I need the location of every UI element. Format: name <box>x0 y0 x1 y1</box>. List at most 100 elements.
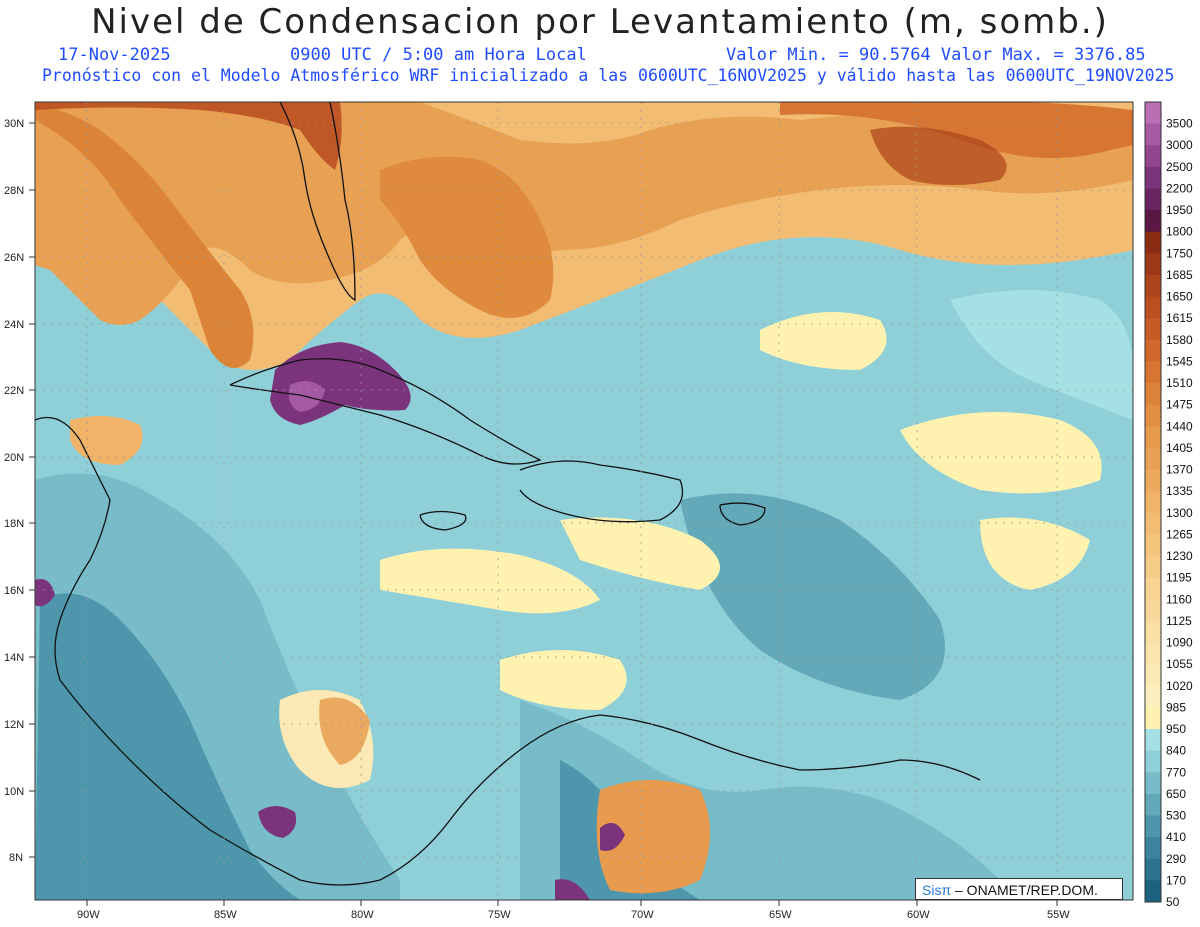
lon-label: 70W <box>631 909 654 921</box>
hot-region <box>35 102 1133 325</box>
east-carib-low <box>680 493 945 700</box>
legend-level-label: 410 <box>1166 830 1186 844</box>
lat-label: 24N <box>4 319 24 331</box>
legend-swatch <box>1145 793 1161 817</box>
forecast-date: 17-Nov-2025 <box>58 45 171 65</box>
legend-level-label: 3000 <box>1166 138 1193 152</box>
legend-swatch <box>1145 318 1161 341</box>
lat-label: 8N <box>9 852 23 864</box>
legend-level-label: 530 <box>1166 809 1186 823</box>
legend-level-label: 1650 <box>1166 290 1193 304</box>
legend-swatch <box>1145 534 1161 557</box>
legend-level-label: 1800 <box>1166 225 1193 239</box>
legend-swatch <box>1145 858 1161 881</box>
legend-level-label: 50 <box>1166 895 1180 909</box>
legend-swatch <box>1145 664 1161 687</box>
legend-swatch <box>1145 491 1161 514</box>
legend-swatch <box>1145 361 1161 384</box>
legend-swatch <box>1145 729 1161 752</box>
legend-swatch <box>1145 815 1161 838</box>
carib-band-1 <box>380 548 600 614</box>
ne-plume <box>780 102 1133 158</box>
legend-swatch <box>1145 685 1161 708</box>
legend-level-label: 1335 <box>1166 484 1193 498</box>
ne-peak <box>870 126 1007 185</box>
lat-label: 12N <box>4 719 24 731</box>
legend-level-label: 1125 <box>1166 614 1192 628</box>
legend-swatch <box>1145 102 1161 125</box>
legend-swatch <box>1145 426 1161 449</box>
coastlines <box>35 102 981 886</box>
legend-level-label: 1195 <box>1166 571 1192 585</box>
legend-level-label: 1370 <box>1166 463 1193 477</box>
legend-swatch <box>1145 512 1161 535</box>
lat-label: 28N <box>4 185 24 197</box>
hispaniola-coast <box>519 460 684 523</box>
legend-swatch <box>1145 620 1161 644</box>
map-frame <box>34 101 1134 901</box>
legend-level-label: 1055 <box>1166 657 1193 671</box>
credit-text: – ONAMET/REP.DOM. <box>951 882 1098 898</box>
legend-swatch <box>1145 599 1161 622</box>
forecast-description: Pronóstico con el Modelo Atmosférico WRF… <box>42 66 1175 85</box>
mainland-coast <box>35 416 981 886</box>
lat-label: 20N <box>4 452 24 464</box>
legend-level-label: 1615 <box>1166 311 1193 325</box>
legend-level-label: 1750 <box>1166 246 1193 260</box>
legend-level-label: 1475 <box>1166 398 1193 412</box>
lon-label: 85W <box>214 909 237 921</box>
legend-swatch <box>1145 880 1161 903</box>
lat-label: 26N <box>4 252 24 264</box>
central-america-lower <box>35 593 300 900</box>
lat-label: 16N <box>4 585 24 597</box>
legend-swatch <box>1145 188 1161 211</box>
cuba-coast <box>229 358 542 465</box>
legend-level-label: 1020 <box>1166 679 1193 693</box>
legend-swatch <box>1145 166 1161 189</box>
legend-frame <box>1144 101 1162 903</box>
lat-label: 22N <box>4 385 24 397</box>
axis-ticks <box>29 122 1058 906</box>
lon-label: 55W <box>1047 909 1070 921</box>
legend-level-label: 985 <box>1166 700 1186 714</box>
legend-level-label: 1440 <box>1166 419 1193 433</box>
carib-patch-2 <box>500 650 627 710</box>
legend-swatch <box>1145 210 1161 233</box>
carib-orange-patch <box>319 697 370 765</box>
legend-level-label: 1230 <box>1166 549 1193 563</box>
venezuela-high <box>555 879 590 900</box>
legend-level-label: 1685 <box>1166 268 1193 282</box>
legend-swatch <box>1145 274 1161 298</box>
panama-high <box>258 806 297 838</box>
florida-north <box>35 102 342 170</box>
legend-level-label: 290 <box>1166 852 1186 866</box>
lcl-field <box>35 102 1133 900</box>
legend-level-label: 1090 <box>1166 636 1193 650</box>
legend-swatch <box>1145 469 1161 492</box>
honduras-high <box>35 579 55 607</box>
legend-swatch <box>1145 231 1161 254</box>
lon-label: 90W <box>77 909 100 921</box>
legend-swatch <box>1145 447 1161 471</box>
lon-label: 60W <box>907 909 930 921</box>
legend-level-label: 1265 <box>1166 527 1193 541</box>
legend-level-label: 1950 <box>1166 203 1193 217</box>
legend-level-label: 1580 <box>1166 333 1193 347</box>
legend-level-label: 1510 <box>1166 376 1193 390</box>
legend-swatch <box>1145 145 1161 168</box>
legend-swatch <box>1145 707 1161 730</box>
jamaica-coast <box>419 510 467 531</box>
yucatan-patch <box>70 416 143 465</box>
legend-swatch <box>1145 837 1161 860</box>
legend-level-label: 650 <box>1166 787 1186 801</box>
legend-swatch <box>1145 642 1161 665</box>
atlantic-patch-2 <box>980 517 1090 590</box>
legend-swatch <box>1145 404 1161 427</box>
legend-swatch <box>1145 296 1161 319</box>
graticule <box>35 102 1133 900</box>
legend-level-label: 1300 <box>1166 506 1193 520</box>
legend-level-label: 3500 <box>1166 117 1193 131</box>
map-title: Nivel de Condensacion por Levantamiento … <box>91 2 1109 42</box>
axis-labels: 30N 28N 26N 24N 22N 20N 18N 16N 14N 12N … <box>4 118 1070 921</box>
